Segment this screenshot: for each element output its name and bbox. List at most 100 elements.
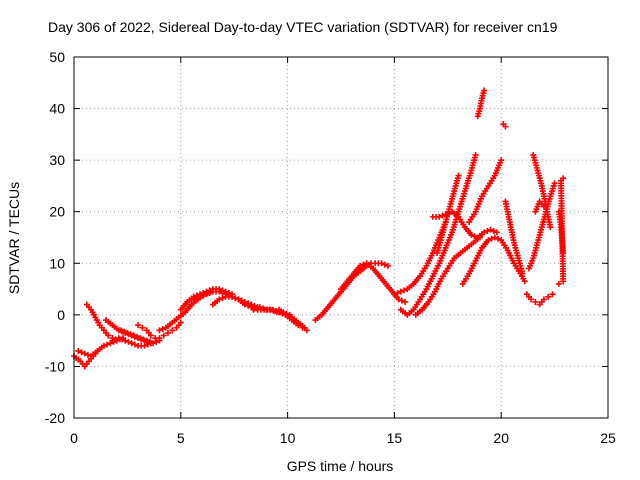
data-point — [190, 296, 197, 303]
data-point — [115, 335, 122, 342]
data-point — [203, 291, 210, 298]
data-point — [498, 157, 505, 164]
data-point — [219, 295, 226, 302]
series-arc-e — [109, 335, 154, 349]
data-point — [141, 342, 148, 349]
axis-ticks: 0 5 10 15 20 25 -20 -10 0 10 20 30 40 50 — [45, 49, 616, 446]
data-point — [169, 327, 176, 334]
data-point — [540, 296, 547, 303]
y-tick-label: 0 — [57, 307, 65, 323]
data-point — [104, 341, 111, 348]
data-point — [109, 337, 116, 344]
data-point — [160, 332, 167, 339]
data-point — [560, 175, 567, 182]
series-arc-o — [338, 260, 409, 305]
data-point — [177, 319, 184, 326]
data-point — [256, 304, 263, 311]
data-point — [139, 324, 146, 331]
data-point — [397, 288, 404, 295]
data-point — [200, 292, 207, 299]
data-point — [502, 123, 509, 130]
data-point — [395, 296, 402, 303]
data-point — [216, 296, 223, 303]
data-point — [471, 233, 478, 240]
data-point — [146, 338, 153, 345]
series-arc-g — [135, 319, 184, 342]
x-tick-label: 15 — [387, 430, 403, 446]
data-point — [442, 211, 449, 218]
data-point — [519, 270, 526, 277]
data-point — [394, 289, 401, 296]
y-tick-label: 10 — [49, 255, 65, 271]
x-tick-label: 0 — [70, 430, 78, 446]
series-arc-ac — [523, 291, 556, 308]
data-point — [197, 293, 204, 300]
series-arc-ab — [530, 151, 554, 231]
series-arc-v — [459, 234, 528, 287]
data-point — [445, 210, 452, 217]
data-point — [269, 306, 276, 313]
data-point — [381, 261, 388, 268]
series-arc-y — [502, 198, 526, 277]
data-point — [481, 87, 488, 94]
data-point — [159, 326, 166, 333]
data-point — [219, 289, 226, 296]
data-point — [229, 293, 236, 300]
x-tick-label: 5 — [177, 430, 185, 446]
series-arc-ae — [555, 175, 567, 287]
data-point — [384, 262, 391, 269]
y-tick-label: 40 — [49, 101, 65, 117]
data-point — [250, 306, 257, 313]
y-axis-label: SDTVAR / TECUs — [6, 182, 22, 294]
data-point — [122, 337, 129, 344]
series-arc-p — [367, 260, 391, 269]
data-point — [100, 342, 107, 349]
data-point — [216, 288, 223, 295]
plot-frame — [73, 56, 609, 419]
data-point — [75, 347, 82, 354]
series-arc-x — [474, 87, 488, 120]
data-point — [391, 291, 398, 298]
data-point — [153, 338, 160, 345]
data-point — [112, 336, 119, 343]
series-arc-af — [532, 198, 547, 215]
data-point — [140, 336, 147, 343]
x-tick-label: 25 — [600, 430, 616, 446]
data-point — [398, 297, 405, 304]
data-point — [402, 298, 409, 305]
data-point — [193, 295, 200, 302]
data-point — [128, 340, 135, 347]
x-axis-label: GPS time / hours — [287, 458, 394, 474]
data-point — [295, 322, 302, 329]
data-point — [357, 262, 364, 269]
series-arc-c — [83, 301, 116, 342]
data-point — [119, 336, 126, 343]
data-point — [137, 335, 144, 342]
data-point — [156, 327, 163, 334]
data-point — [260, 305, 267, 312]
data-point — [206, 289, 213, 296]
data-point — [299, 324, 306, 331]
data-point — [164, 329, 171, 336]
data-point — [81, 350, 88, 357]
data-point — [147, 332, 154, 339]
data-point — [401, 287, 408, 294]
data-point — [131, 341, 138, 348]
data-point — [84, 351, 91, 358]
data-point — [436, 213, 443, 220]
series-arc-f — [117, 327, 163, 347]
data-point — [493, 229, 500, 236]
data-point — [491, 234, 498, 241]
data-point — [245, 302, 252, 309]
y-tick-label: -10 — [45, 358, 65, 374]
data-point — [150, 340, 157, 347]
x-tick-label: 10 — [280, 430, 296, 446]
series-arc-w — [466, 157, 505, 226]
series-arc-r — [397, 151, 479, 318]
data-point — [439, 212, 446, 219]
data-point — [360, 261, 367, 268]
y-tick-label: 20 — [49, 204, 65, 220]
chart-title: Day 306 of 2022, Sidereal Day-to-day VTE… — [48, 19, 558, 35]
data-point — [156, 335, 163, 342]
